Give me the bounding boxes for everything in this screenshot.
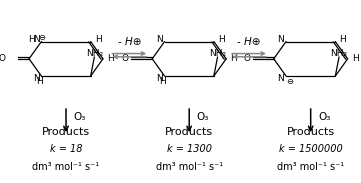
- Text: ⊖: ⊖: [286, 77, 293, 86]
- Text: k = 1500000: k = 1500000: [279, 144, 343, 154]
- Text: H: H: [107, 54, 114, 63]
- Text: O₃: O₃: [74, 112, 86, 122]
- Text: H: H: [352, 54, 358, 63]
- Text: O₃: O₃: [318, 112, 331, 122]
- Text: H: H: [218, 35, 225, 44]
- Text: N: N: [278, 35, 284, 44]
- Text: N: N: [33, 74, 40, 83]
- Text: Products: Products: [287, 127, 335, 137]
- Text: N: N: [156, 74, 163, 83]
- Text: O: O: [122, 54, 129, 63]
- Text: H: H: [36, 77, 43, 86]
- Text: N: N: [278, 74, 284, 83]
- Text: dm³ mol⁻¹ s⁻¹: dm³ mol⁻¹ s⁻¹: [156, 162, 223, 172]
- Text: NH₂: NH₂: [330, 49, 348, 58]
- Text: dm³ mol⁻¹ s⁻¹: dm³ mol⁻¹ s⁻¹: [277, 162, 344, 172]
- Text: k = 18: k = 18: [50, 144, 82, 154]
- Text: H: H: [160, 77, 166, 86]
- Text: O: O: [243, 54, 250, 63]
- Text: H: H: [29, 35, 35, 44]
- Text: ⊖: ⊖: [39, 33, 45, 42]
- Text: - H⊕: - H⊕: [237, 38, 261, 47]
- Text: O: O: [0, 54, 5, 63]
- Text: H: H: [95, 35, 101, 44]
- Text: k = 1300: k = 1300: [167, 144, 212, 154]
- Text: H: H: [339, 35, 346, 44]
- Text: O₃: O₃: [197, 112, 209, 122]
- Text: dm³ mol⁻¹ s⁻¹: dm³ mol⁻¹ s⁻¹: [32, 162, 100, 172]
- Text: N: N: [33, 35, 40, 44]
- Text: Products: Products: [42, 127, 90, 137]
- Text: - H⊕: - H⊕: [118, 38, 141, 47]
- Text: Products: Products: [165, 127, 213, 137]
- Text: H: H: [230, 54, 237, 63]
- Text: N: N: [156, 35, 163, 44]
- Text: NH₂: NH₂: [86, 49, 103, 58]
- Text: NH₂: NH₂: [209, 49, 226, 58]
